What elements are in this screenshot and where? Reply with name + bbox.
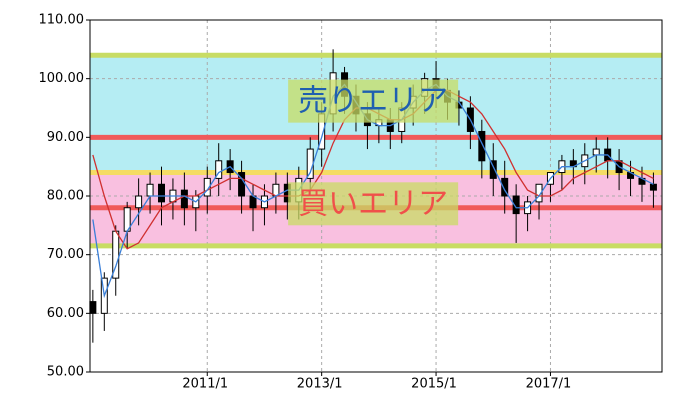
candle-body (146, 183, 154, 197)
candle-body (501, 177, 509, 197)
y-tick-label: 90.00 (47, 130, 84, 145)
x-tick-label: 2011/1 (182, 377, 228, 392)
y-tick-label: 50.00 (47, 365, 84, 380)
annotation: 買いエリア (288, 182, 459, 226)
annotation-box (288, 182, 459, 226)
candle-body (135, 195, 143, 209)
x-tick-label: 2017/1 (526, 377, 572, 392)
candle-body (592, 148, 600, 156)
annotation-text: 売りエリア (298, 84, 448, 119)
annotation-text: 買いエリア (298, 186, 448, 221)
y-tick-label: 110.00 (39, 13, 85, 28)
candle-body (649, 183, 657, 191)
candle-body (489, 160, 497, 179)
annotation: 売りエリア (288, 79, 459, 123)
candle-body (306, 148, 314, 179)
candle-body (158, 183, 165, 203)
candle-body (535, 183, 543, 203)
x-tick-label: 2013/1 (297, 377, 343, 392)
y-tick-label: 100.00 (39, 71, 85, 86)
candle-body (203, 177, 211, 197)
candle-body (478, 130, 486, 162)
x-tick-label: 2015/1 (411, 377, 457, 392)
annotation-box (288, 79, 459, 123)
moving-average-line (92, 83, 654, 299)
candle-body (215, 160, 223, 179)
candle-body (512, 195, 520, 215)
candle-body (180, 189, 188, 209)
y-tick-label: 80.00 (47, 189, 84, 204)
candle-body (238, 172, 246, 197)
y-tick-label: 70.00 (47, 247, 84, 262)
y-tick-label: 60.00 (47, 306, 84, 321)
candle-body (89, 301, 97, 314)
